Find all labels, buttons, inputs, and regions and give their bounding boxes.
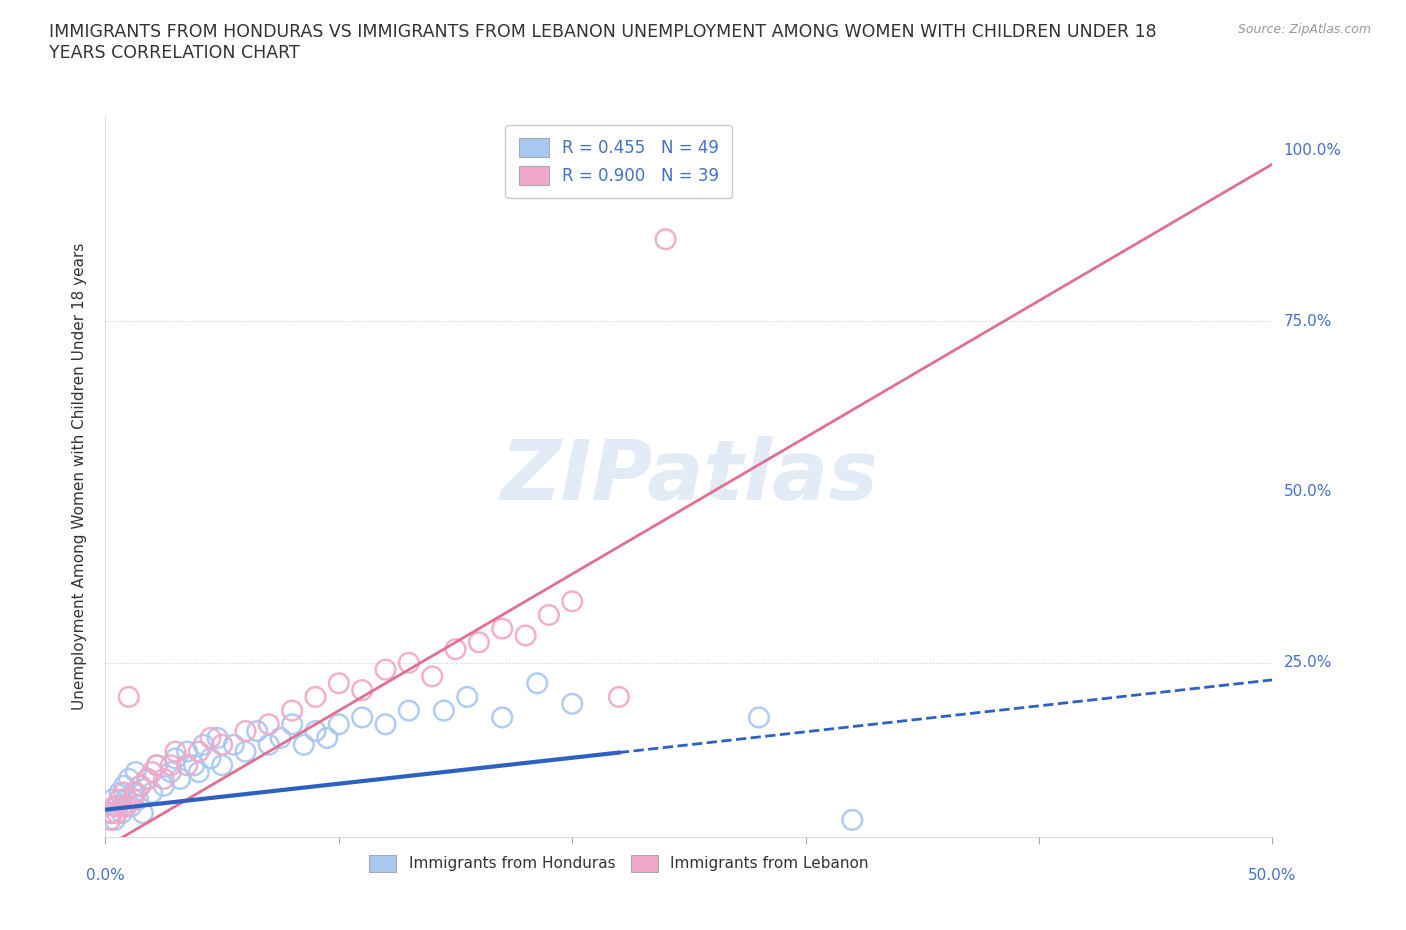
- Point: [118, 772, 141, 787]
- Point: [398, 703, 420, 718]
- Point: [444, 642, 467, 657]
- Point: [112, 778, 135, 793]
- Point: [222, 737, 245, 752]
- Point: [111, 805, 134, 820]
- Point: [270, 730, 292, 745]
- Point: [456, 689, 478, 704]
- Point: [281, 703, 304, 718]
- Point: [654, 232, 676, 246]
- Point: [98, 805, 121, 820]
- Point: [108, 785, 131, 800]
- Point: [122, 792, 145, 807]
- Point: [115, 799, 138, 814]
- Text: Source: ZipAtlas.com: Source: ZipAtlas.com: [1237, 23, 1371, 36]
- Point: [561, 594, 583, 609]
- Point: [146, 758, 169, 773]
- Point: [235, 744, 257, 759]
- Point: [122, 785, 145, 800]
- Point: [159, 764, 181, 779]
- Point: [141, 785, 163, 800]
- Y-axis label: Unemployment Among Women with Children Under 18 years: Unemployment Among Women with Children U…: [72, 243, 87, 711]
- Point: [607, 689, 630, 704]
- Point: [352, 683, 374, 698]
- Point: [132, 805, 155, 820]
- Point: [104, 799, 127, 814]
- Point: [146, 758, 169, 773]
- Text: 100.0%: 100.0%: [1284, 143, 1341, 158]
- Point: [187, 744, 209, 759]
- Text: 25.0%: 25.0%: [1284, 656, 1331, 671]
- Point: [257, 717, 280, 732]
- Point: [165, 744, 187, 759]
- Point: [235, 724, 257, 738]
- Point: [118, 689, 141, 704]
- Point: [159, 758, 181, 773]
- Legend: Immigrants from Honduras, Immigrants from Lebanon: Immigrants from Honduras, Immigrants fro…: [361, 847, 876, 880]
- Point: [101, 805, 124, 820]
- Point: [112, 785, 135, 800]
- Point: [374, 717, 396, 732]
- Point: [187, 764, 209, 779]
- Point: [127, 792, 149, 807]
- Point: [374, 662, 396, 677]
- Text: ZIPatlas: ZIPatlas: [501, 436, 877, 517]
- Point: [101, 792, 124, 807]
- Point: [193, 737, 215, 752]
- Text: 50.0%: 50.0%: [1284, 485, 1331, 499]
- Point: [105, 805, 128, 820]
- Point: [304, 724, 326, 738]
- Point: [292, 737, 315, 752]
- Point: [129, 778, 152, 793]
- Point: [304, 689, 326, 704]
- Point: [316, 730, 339, 745]
- Point: [129, 778, 152, 793]
- Point: [200, 730, 222, 745]
- Point: [141, 764, 163, 779]
- Point: [281, 717, 304, 732]
- Point: [125, 785, 148, 800]
- Point: [211, 737, 233, 752]
- Point: [98, 813, 121, 828]
- Point: [468, 635, 491, 650]
- Point: [153, 778, 174, 793]
- Point: [136, 772, 159, 787]
- Point: [246, 724, 269, 738]
- Point: [561, 697, 583, 711]
- Point: [352, 710, 374, 724]
- Point: [115, 792, 138, 807]
- Point: [125, 764, 148, 779]
- Text: 50.0%: 50.0%: [1249, 868, 1296, 883]
- Point: [748, 710, 770, 724]
- Text: IMMIGRANTS FROM HONDURAS VS IMMIGRANTS FROM LEBANON UNEMPLOYMENT AMONG WOMEN WIT: IMMIGRANTS FROM HONDURAS VS IMMIGRANTS F…: [49, 23, 1157, 62]
- Text: 75.0%: 75.0%: [1284, 313, 1331, 328]
- Point: [526, 676, 548, 691]
- Point: [207, 730, 229, 745]
- Point: [120, 799, 142, 814]
- Point: [537, 607, 560, 622]
- Point: [165, 751, 187, 766]
- Point: [111, 799, 134, 814]
- Point: [105, 799, 128, 814]
- Point: [841, 813, 863, 828]
- Point: [420, 669, 443, 684]
- Point: [257, 737, 280, 752]
- Point: [183, 758, 205, 773]
- Point: [108, 792, 131, 807]
- Point: [169, 772, 191, 787]
- Point: [153, 772, 174, 787]
- Point: [515, 628, 537, 643]
- Point: [398, 656, 420, 671]
- Point: [328, 676, 350, 691]
- Text: 0.0%: 0.0%: [86, 868, 125, 883]
- Point: [491, 710, 513, 724]
- Point: [104, 813, 127, 828]
- Point: [433, 703, 456, 718]
- Point: [200, 751, 222, 766]
- Point: [211, 758, 233, 773]
- Point: [176, 758, 198, 773]
- Point: [176, 744, 198, 759]
- Point: [491, 621, 513, 636]
- Point: [136, 772, 159, 787]
- Point: [328, 717, 350, 732]
